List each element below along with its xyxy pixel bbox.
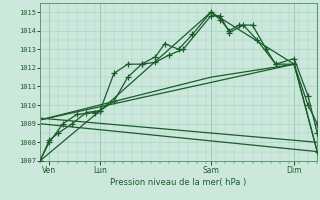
X-axis label: Pression niveau de la mer( hPa ): Pression niveau de la mer( hPa ) bbox=[110, 178, 247, 187]
